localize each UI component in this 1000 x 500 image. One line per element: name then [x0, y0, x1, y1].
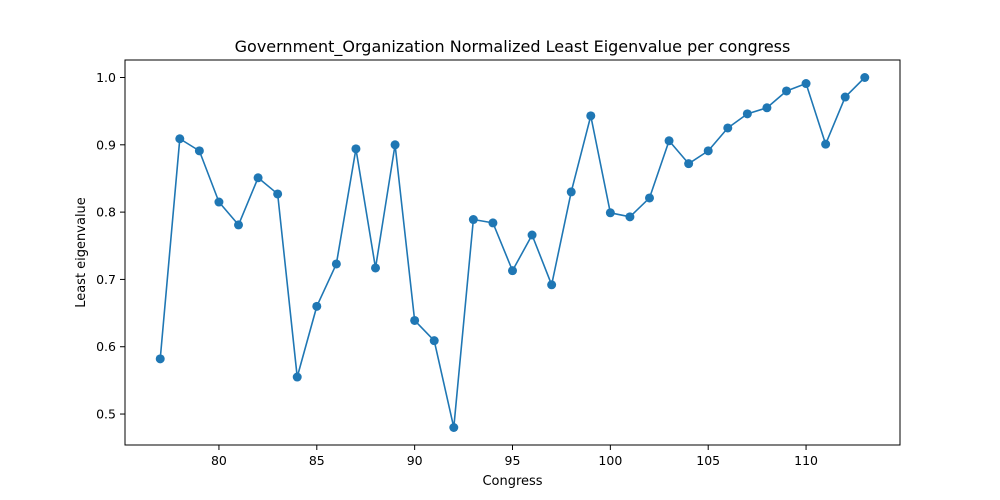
data-point: [449, 423, 459, 432]
data-point: [155, 354, 165, 364]
data-point: [625, 212, 635, 222]
data-point: [234, 220, 244, 230]
x-tick-label: 90: [407, 453, 423, 468]
data-point: [214, 197, 224, 207]
plot-frame: [124, 59, 901, 446]
data-point: [273, 189, 283, 199]
y-axis: 0.5 0.6 0.7 0.8 0.9 1.0: [96, 70, 125, 422]
data-point: [684, 159, 694, 169]
series-plot: [155, 73, 870, 432]
y-tick-label: 0.9: [96, 137, 116, 152]
x-axis: 80 85 90 95 100 105 110: [211, 445, 818, 468]
data-point: [547, 280, 557, 290]
data-point: [860, 73, 870, 82]
data-point: [801, 79, 811, 89]
data-point: [821, 139, 831, 149]
chart-title: Government_Organization Normalized Least…: [235, 37, 791, 57]
data-point: [331, 259, 341, 269]
data-point: [390, 140, 400, 150]
data-point: [781, 86, 791, 96]
y-tick-label: 0.6: [96, 339, 116, 354]
data-point: [664, 136, 674, 146]
data-point: [175, 134, 185, 144]
data-point: [644, 193, 654, 203]
x-tick-label: 100: [598, 453, 622, 468]
data-point: [840, 92, 850, 102]
data-point: [762, 103, 772, 113]
data-point: [566, 187, 576, 197]
y-tick-label: 0.5: [96, 407, 116, 422]
data-point: [742, 109, 752, 119]
data-point: [508, 266, 517, 276]
data-point: [723, 123, 733, 133]
data-point: [312, 301, 322, 311]
x-tick-label: 80: [211, 453, 227, 468]
y-axis-label: Least eigenvalue: [74, 197, 89, 308]
y-tick-label: 1.0: [96, 70, 116, 85]
x-tick-label: 95: [505, 453, 521, 468]
x-tick-label: 105: [696, 453, 720, 468]
data-point: [605, 208, 615, 218]
data-point: [292, 372, 302, 382]
y-tick-label: 0.8: [96, 205, 116, 220]
data-point: [351, 144, 361, 154]
x-tick-label: 110: [794, 453, 818, 468]
data-point: [410, 315, 420, 325]
y-tick-label: 0.7: [96, 272, 116, 287]
data-point: [194, 146, 204, 156]
data-point: [703, 146, 713, 156]
data-point: [253, 173, 263, 183]
x-tick-label: 85: [309, 453, 325, 468]
data-point: [586, 111, 596, 121]
data-point: [371, 263, 381, 273]
data-point: [488, 218, 498, 228]
data-point: [429, 336, 439, 346]
x-axis-label: Congress: [482, 474, 542, 489]
data-point: [468, 215, 478, 225]
data-point: [527, 230, 537, 240]
